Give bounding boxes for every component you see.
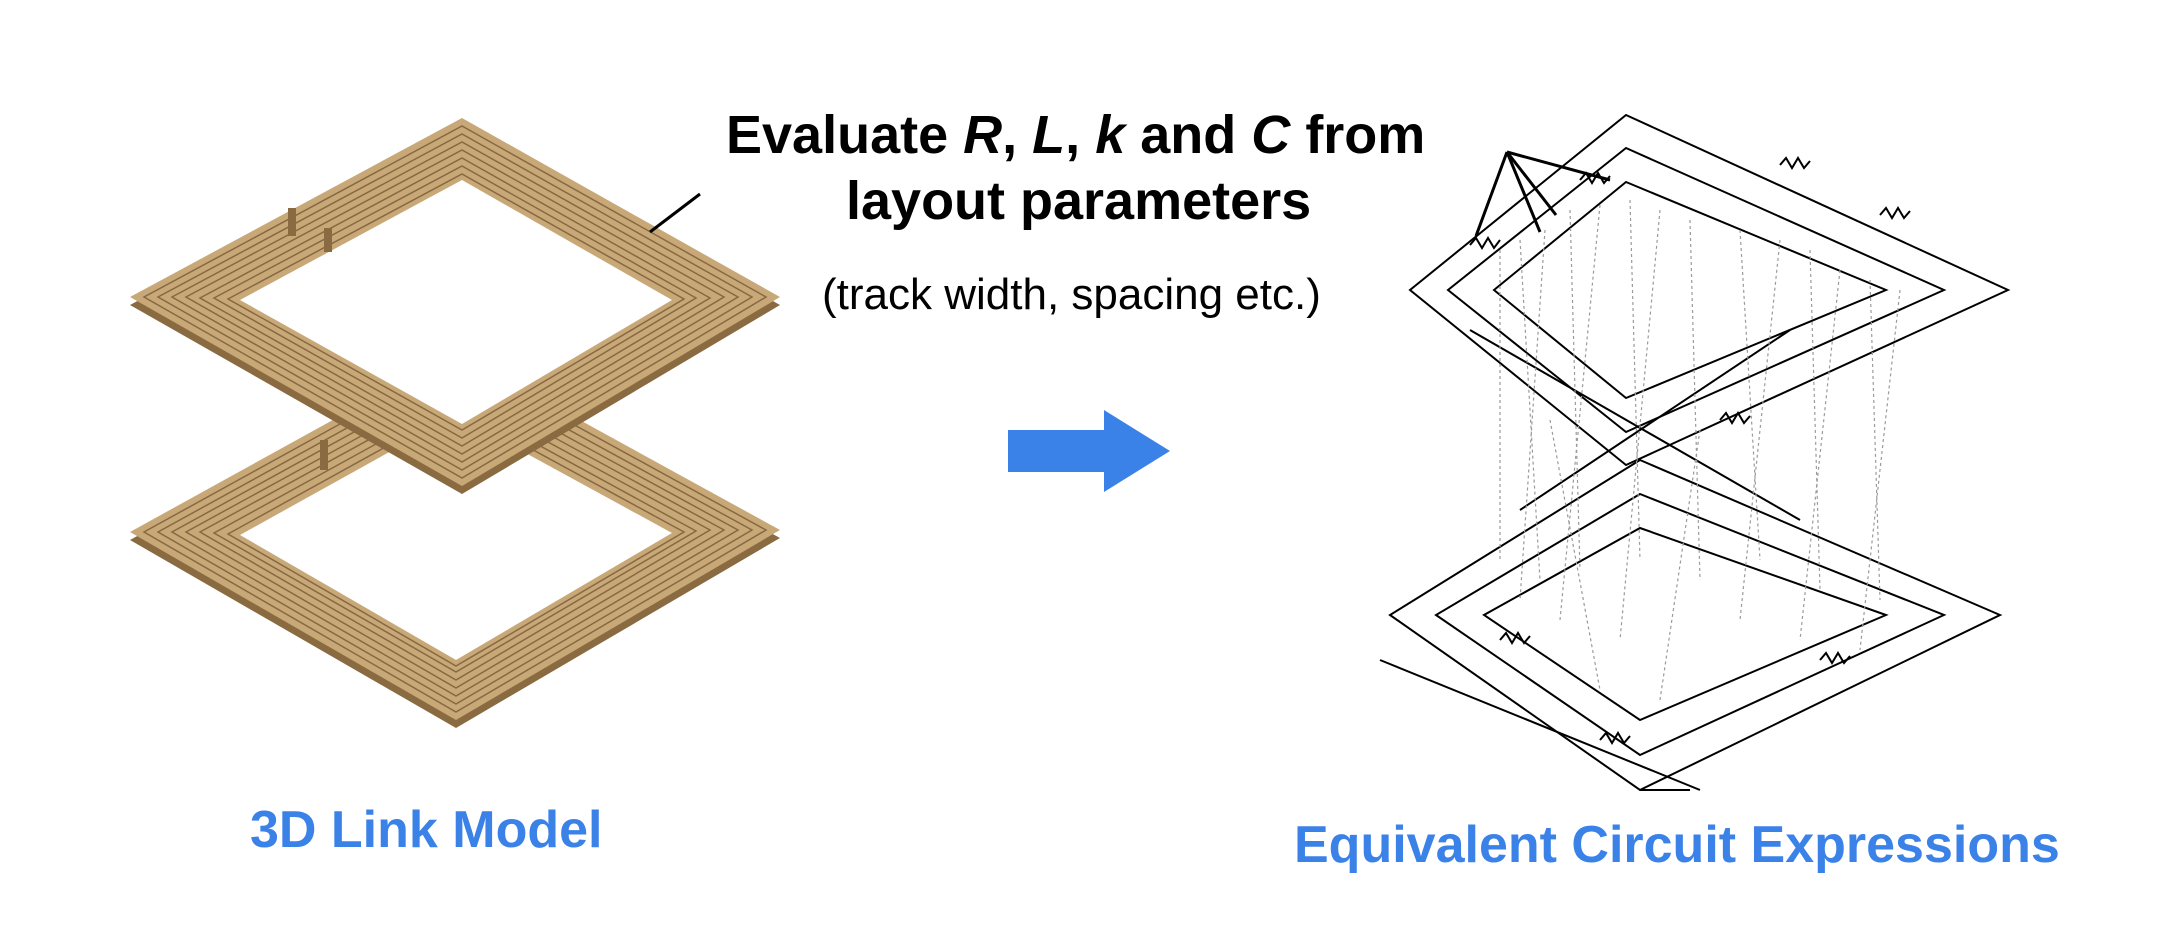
- heading-word-evaluate: Evaluate: [726, 105, 949, 165]
- left-caption: 3D Link Model: [250, 801, 603, 859]
- heading-line-1: Evaluate R, L, k and C from: [726, 104, 1425, 166]
- heading-word-from: from: [1305, 105, 1426, 165]
- coil-model-3d: [130, 118, 780, 728]
- pointer-line: [649, 192, 701, 234]
- subheading: (track width, spacing etc.): [822, 270, 1321, 319]
- upper-coil: [130, 118, 780, 494]
- heading-symbol-c: C: [1251, 105, 1291, 165]
- heading-symbol-r: R: [963, 105, 1003, 165]
- right-arrow: [1008, 410, 1170, 492]
- lower-coil: [130, 352, 780, 728]
- resistor-symbols: [1469, 156, 1911, 745]
- upper-circuit-loops: [1408, 113, 2011, 467]
- lower-circuit-loops: [1388, 458, 2003, 792]
- heading-symbol-k: k: [1095, 105, 1126, 165]
- heading-line-2: layout parameters: [846, 171, 1312, 231]
- heading-word-and: and: [1140, 105, 1237, 165]
- heading-symbol-l: L: [1032, 105, 1066, 165]
- heading-comma-2: ,: [1065, 105, 1081, 165]
- capacitor-links: [1499, 199, 1901, 701]
- right-caption: Equivalent Circuit Expressions: [1294, 816, 2060, 874]
- equivalent-circuit: [1379, 113, 2011, 792]
- resistor-pointers: [1474, 150, 1611, 237]
- heading-comma-1: ,: [1002, 105, 1018, 165]
